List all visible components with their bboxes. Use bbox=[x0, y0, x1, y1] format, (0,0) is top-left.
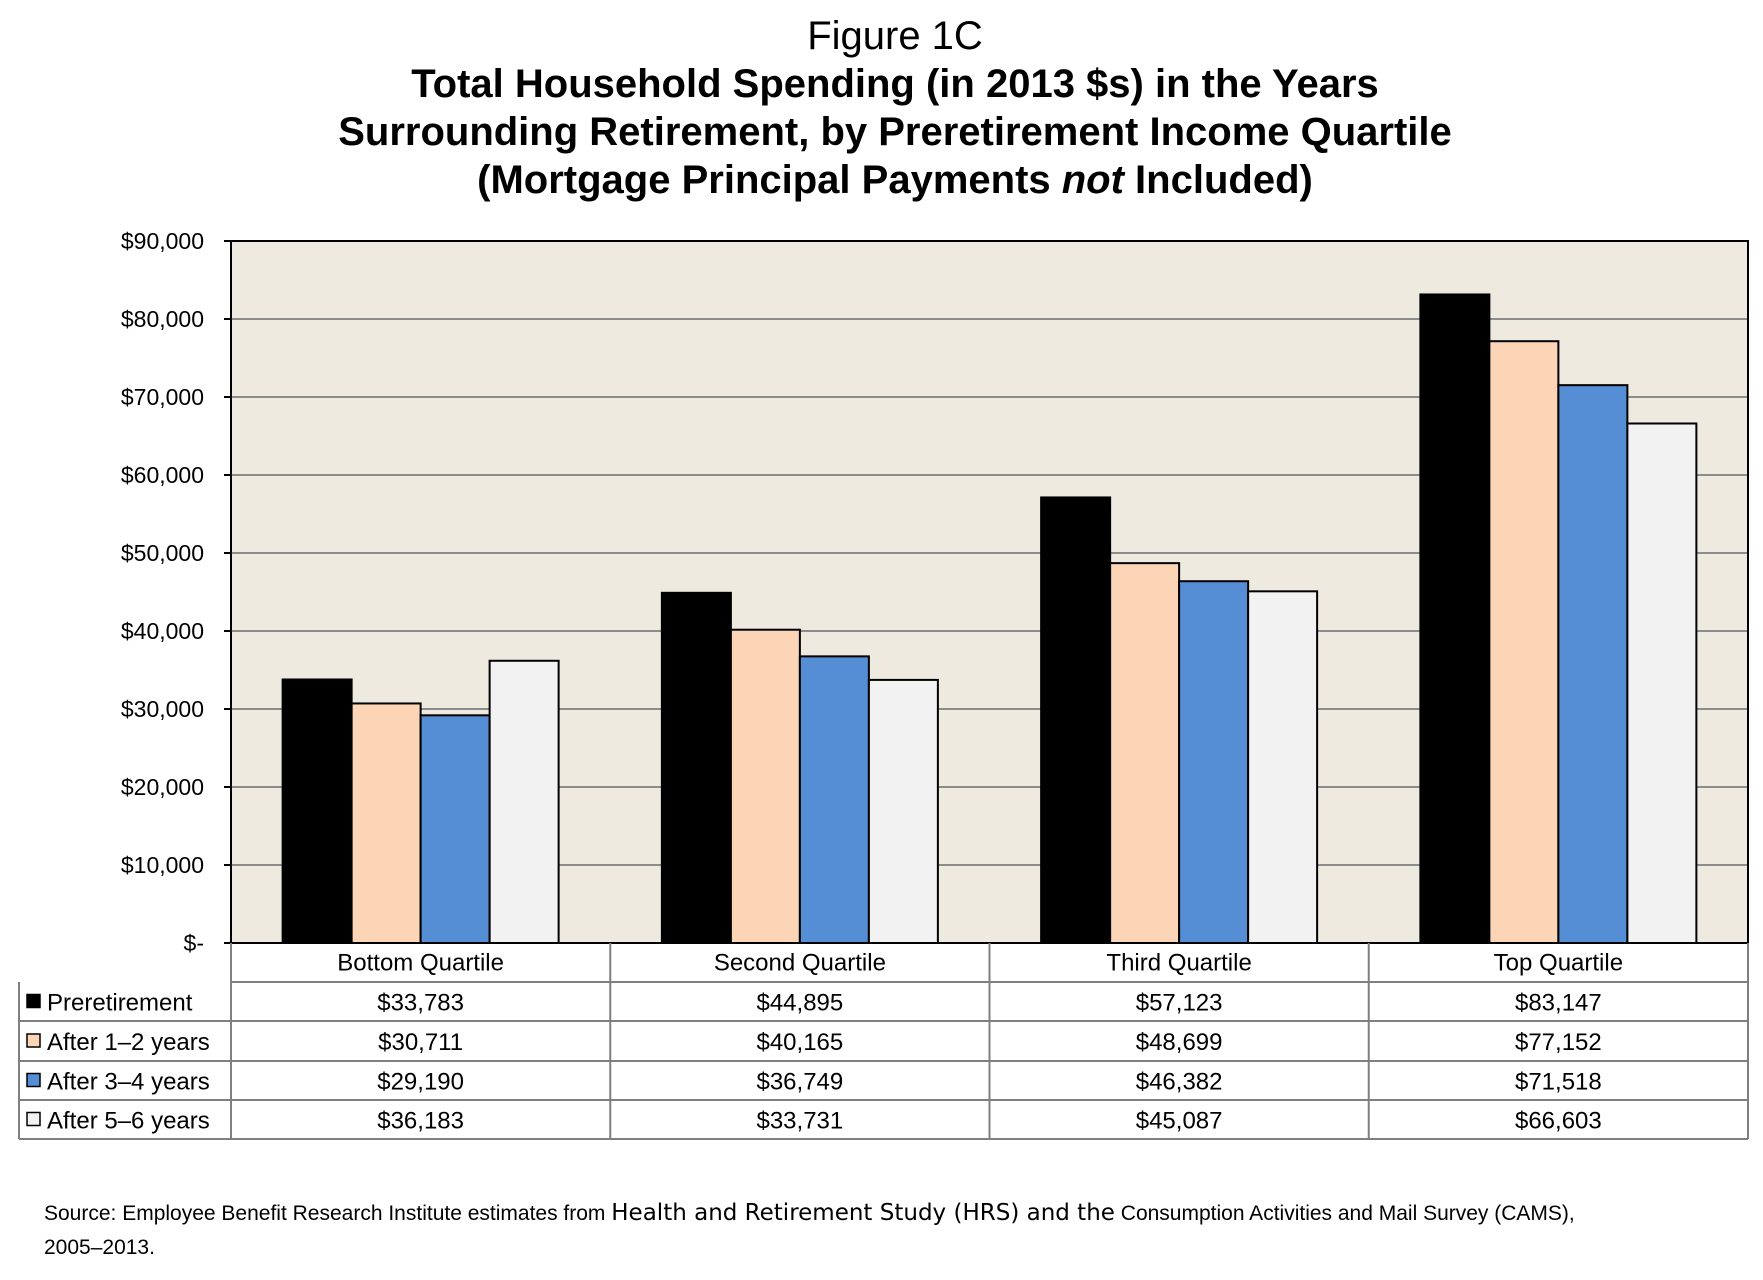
title-line-3-pre: (Mortgage Principal Payments bbox=[477, 158, 1062, 202]
y-tick-label: $80,000 bbox=[121, 306, 204, 332]
y-tick-label: $60,000 bbox=[121, 462, 204, 488]
source-text-3: Consumption Activities and Mail Survey (… bbox=[1114, 1202, 1575, 1225]
legend-label: After 5–6 years bbox=[47, 1108, 210, 1135]
data-label: $77,152 bbox=[1515, 1029, 1602, 1056]
bar bbox=[798, 655, 870, 944]
chart-title-line-1: Total Household Spending (in 2013 $s) in… bbox=[411, 62, 1379, 106]
source-text-2: Health and Retirement Study (HRS) and th… bbox=[611, 1200, 1115, 1226]
data-label: $48,699 bbox=[1136, 1029, 1223, 1056]
bar bbox=[1419, 293, 1491, 944]
bar bbox=[419, 714, 491, 944]
data-label: $44,895 bbox=[756, 990, 843, 1017]
data-label: $33,731 bbox=[756, 1108, 843, 1135]
source-text-4: 2005–2013. bbox=[44, 1236, 155, 1259]
x-category-label: Third Quartile bbox=[1106, 950, 1251, 977]
source-text-1: Source: Employee Benefit Research Instit… bbox=[44, 1202, 612, 1225]
bar bbox=[488, 659, 560, 944]
x-category-label: Bottom Quartile bbox=[337, 950, 504, 977]
y-tick-label: $50,000 bbox=[121, 540, 204, 566]
bar bbox=[1488, 340, 1560, 944]
bar bbox=[729, 628, 801, 944]
data-label: $30,711 bbox=[378, 1029, 463, 1056]
bar bbox=[660, 591, 732, 944]
data-label: $36,183 bbox=[377, 1108, 464, 1135]
y-tick-label: $70,000 bbox=[121, 384, 204, 410]
legend-label: After 3–4 years bbox=[47, 1069, 210, 1096]
bar bbox=[867, 678, 939, 944]
bar bbox=[1247, 590, 1319, 944]
chart-title-line-2: Surrounding Retirement, by Preretirement… bbox=[338, 110, 1452, 154]
data-label: $66,603 bbox=[1515, 1108, 1602, 1135]
title-line-3-post: Included) bbox=[1123, 158, 1313, 202]
bar bbox=[1040, 496, 1112, 944]
data-label: $46,382 bbox=[1136, 1069, 1223, 1096]
legend-label: Preretirement bbox=[47, 990, 193, 1017]
y-tick-label: $- bbox=[184, 930, 204, 956]
legend-key bbox=[26, 1072, 41, 1088]
bar bbox=[1109, 562, 1181, 945]
data-label: $57,123 bbox=[1136, 990, 1223, 1017]
y-tick-label: $90,000 bbox=[121, 228, 204, 254]
legend-key bbox=[26, 1111, 41, 1127]
bar bbox=[1626, 422, 1698, 945]
data-label: $71,518 bbox=[1515, 1069, 1602, 1096]
legend-key bbox=[26, 1033, 41, 1048]
figure-label: Figure 1C bbox=[807, 14, 983, 58]
bar bbox=[1178, 580, 1250, 944]
data-label: $83,147 bbox=[1515, 990, 1602, 1017]
data-label: $36,749 bbox=[756, 1069, 843, 1096]
bar bbox=[350, 702, 422, 945]
x-category-label: Top Quartile bbox=[1494, 950, 1623, 977]
y-tick-label: $40,000 bbox=[121, 618, 204, 644]
bar-chart: $- $10,000 $20,000 $30,000 $40,000 $50,000 $60… bbox=[18, 228, 1749, 1140]
chart-titles: Figure 1C Total Household Spending (in 2… bbox=[0, 12, 1763, 204]
title-line-3-emphasis: not bbox=[1061, 158, 1124, 202]
bar bbox=[1557, 384, 1629, 944]
data-label: $40,165 bbox=[756, 1029, 843, 1056]
data-label: $33,783 bbox=[377, 990, 464, 1017]
legend-label: After 1–2 years bbox=[47, 1029, 210, 1056]
data-label: $29,190 bbox=[377, 1069, 464, 1096]
data-label: $45,087 bbox=[1136, 1108, 1223, 1135]
bar bbox=[281, 678, 353, 944]
chart-title-line-3: (Mortgage Principal Payments not Include… bbox=[0, 156, 1763, 204]
y-tick-label: $10,000 bbox=[121, 852, 204, 878]
x-category-label: Second Quartile bbox=[714, 950, 886, 977]
y-tick-label: $30,000 bbox=[121, 696, 204, 722]
source-note: Source: Employee Benefit Research Instit… bbox=[44, 1196, 1744, 1265]
y-tick-label: $20,000 bbox=[121, 774, 204, 800]
legend-key bbox=[26, 993, 41, 1009]
